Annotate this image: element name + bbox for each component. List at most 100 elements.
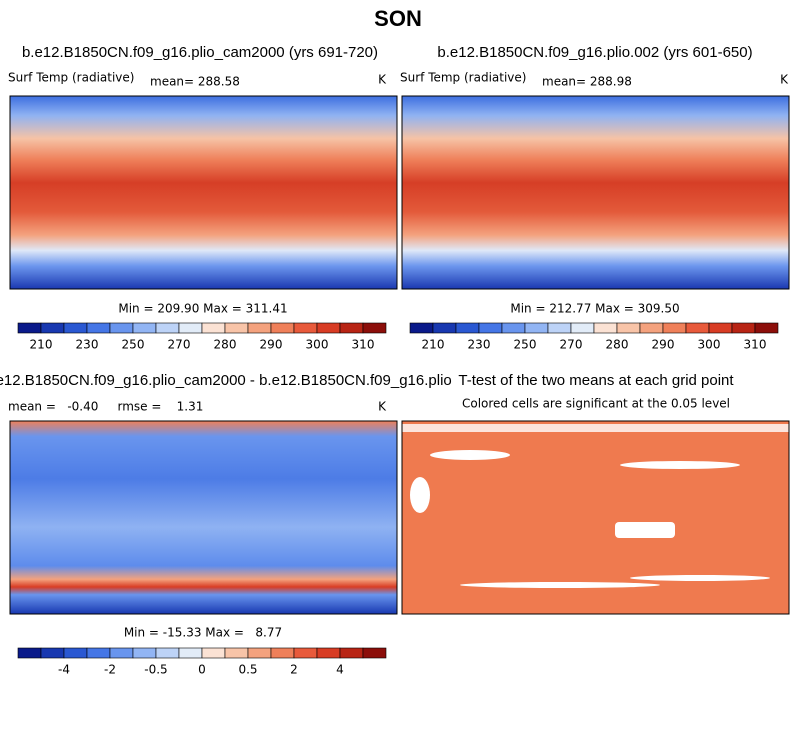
colorbar-box (224, 647, 249, 659)
colorbars: 210 230 250 270 280 290 300 310 210 230 250 270 280 2… (17, 322, 779, 677)
colorbar-box (501, 322, 526, 334)
colorbar-label: -4 (58, 663, 70, 677)
colorbar-box (731, 322, 756, 334)
colorbar-label: 0 (198, 663, 206, 677)
colorbar-box (40, 322, 65, 334)
insignificant-area (620, 461, 740, 469)
variable-label: Surf Temp (radiative) (8, 71, 134, 85)
map (9, 95, 398, 290)
colorbar-label: 210 (30, 338, 53, 352)
map (9, 420, 398, 615)
colorbar-label: -2 (104, 663, 116, 677)
colorbar-label: 310 (744, 338, 767, 352)
colorbar-box (639, 322, 664, 334)
map-frame (401, 420, 790, 615)
units-label: K (378, 73, 387, 87)
variable-label: Surf Temp (radiative) (400, 71, 526, 85)
colorbar-label: 280 (214, 338, 237, 352)
colorbar-box (570, 322, 595, 334)
colorbar-box (178, 647, 203, 659)
colorbar-label: 250 (122, 338, 145, 352)
units-label: K (378, 400, 387, 414)
colorbar-label: 290 (260, 338, 283, 352)
colorbar-box (616, 322, 641, 334)
insignificant-area (615, 522, 675, 538)
colorbar-box (432, 322, 457, 334)
colorbar-box (63, 647, 88, 659)
colorbar-box (455, 322, 480, 334)
colorbar-label: 310 (352, 338, 375, 352)
colorbar-box (155, 322, 180, 334)
colorbar-box (201, 322, 226, 334)
colorbar-box (316, 322, 341, 334)
colorbar-box (339, 647, 364, 659)
colorbar-label: 290 (652, 338, 675, 352)
stats: Min = 212.77 Max = 309.50 (510, 302, 679, 316)
colorbar-label: 300 (306, 338, 329, 352)
colorbar-box (316, 647, 341, 659)
panel-title: b.e12.B1850CN.f09_g16.plio_cam2000 - b.e… (0, 372, 481, 389)
colorbar-box (109, 647, 134, 659)
colorbar-box (247, 647, 272, 659)
colorbar-box (109, 322, 134, 334)
mean-label: mean= 288.98 (542, 75, 632, 89)
insignificant-area (460, 582, 660, 588)
colorbar-box (362, 322, 387, 334)
insignificant-area (430, 450, 510, 460)
stats: Min = 209.90 Max = 311.41 (118, 302, 287, 316)
insignificant-area (410, 477, 430, 513)
panel-subtitle: Colored cells are significant at the 0.0… (462, 397, 730, 411)
colorbar-label: 280 (606, 338, 629, 352)
stats: Min = -15.33 Max = 8.77 (124, 626, 282, 640)
colorbar-box (478, 322, 503, 334)
colorbar-box (86, 322, 111, 334)
colorbar-label: 250 (514, 338, 537, 352)
colorbar-label: 230 (468, 338, 491, 352)
colorbar-box (17, 322, 42, 334)
colorbar-box (270, 647, 295, 659)
colorbar-box (593, 322, 618, 334)
colorbar-box (293, 647, 318, 659)
colorbar-box (40, 647, 65, 659)
colorbar-box (339, 322, 364, 334)
colorbar-box (247, 322, 272, 334)
colorbar-box (662, 322, 687, 334)
significance-map (401, 420, 790, 615)
figure-title: SON (374, 6, 422, 31)
colorbar-box (178, 322, 203, 334)
colorbar-label: 2 (290, 663, 298, 677)
title-background (452, 370, 752, 392)
colorbar-box (17, 647, 42, 659)
colorbar-box (201, 647, 226, 659)
colorbar-label: 270 (560, 338, 583, 352)
map (401, 95, 790, 290)
panel-title: T-test of the two means at each grid poi… (458, 372, 734, 389)
colorbar-box (547, 322, 572, 334)
colorbar-box (132, 647, 157, 659)
colorbar-box (754, 322, 779, 334)
colorbar-box (409, 322, 434, 334)
colorbar-box (685, 322, 710, 334)
insignificant-area (402, 424, 789, 432)
colorbar-label: -0.5 (144, 663, 167, 677)
colorbar-box (270, 322, 295, 334)
colorbar-box (708, 322, 733, 334)
colorbar-label: 270 (168, 338, 191, 352)
colorbar-box (63, 322, 88, 334)
colorbar-label: 230 (76, 338, 99, 352)
units-label: K (780, 73, 789, 87)
colorbar-label: 4 (336, 663, 344, 677)
colorbar-box (362, 647, 387, 659)
colorbar-label: 0.5 (238, 663, 257, 677)
colorbar-box (132, 322, 157, 334)
colorbar-box (293, 322, 318, 334)
colorbar-box (224, 322, 249, 334)
colorbar-label: 300 (698, 338, 721, 352)
colorbar-box (155, 647, 180, 659)
panel-title: b.e12.B1850CN.f09_g16.plio_cam2000 (yrs … (22, 44, 378, 61)
mean-label: mean= 288.58 (150, 75, 240, 89)
mean-label: mean = -0.40 rmse = 1.31 (8, 400, 203, 414)
panel-title: b.e12.B1850CN.f09_g16.plio.002 (yrs 601-… (437, 44, 752, 61)
colorbar-box (524, 322, 549, 334)
